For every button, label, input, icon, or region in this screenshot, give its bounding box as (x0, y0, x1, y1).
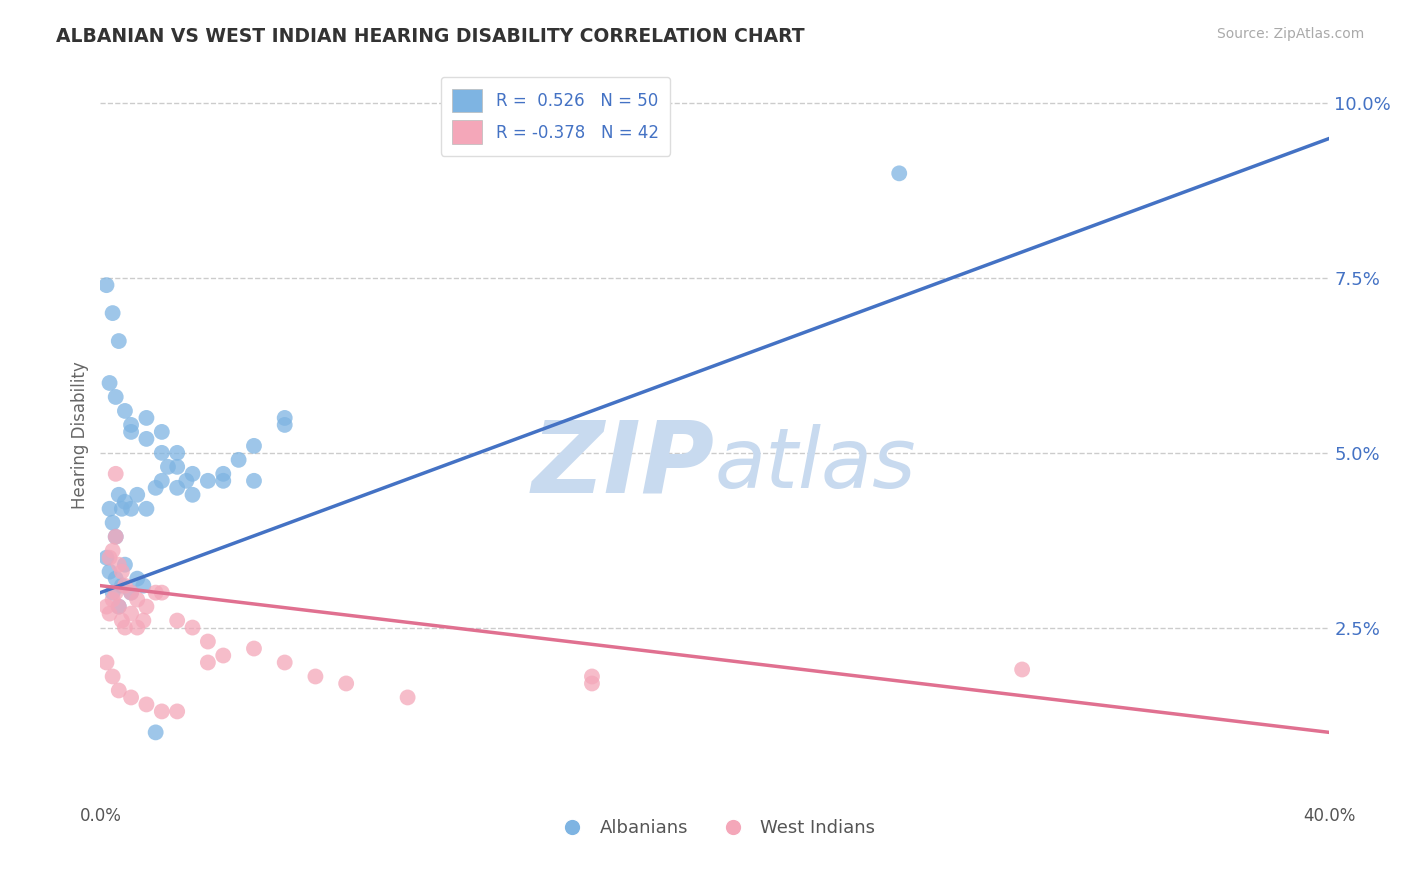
Point (273, 411, 295, 425)
Point (145, 481, 167, 495)
Point (98, 607, 121, 621)
Point (104, 585, 127, 599)
Point (107, 334, 129, 348)
Point (104, 572, 127, 586)
Point (145, 725, 167, 739)
Point (212, 474, 235, 488)
Point (273, 656, 295, 670)
Point (96, 278, 118, 293)
Point (98, 550, 121, 565)
Point (104, 390, 127, 404)
Point (197, 656, 219, 670)
Point (127, 621, 149, 635)
Point (104, 530, 127, 544)
Text: ALBANIAN VS WEST INDIAN HEARING DISABILITY CORRELATION CHART: ALBANIAN VS WEST INDIAN HEARING DISABILI… (56, 27, 804, 45)
Point (107, 488, 129, 502)
Point (101, 543, 124, 558)
Point (107, 558, 129, 572)
Point (135, 599, 157, 614)
Point (150, 425, 173, 439)
Point (135, 698, 157, 712)
Point (101, 516, 124, 530)
Point (111, 565, 134, 579)
Point (107, 599, 129, 614)
Point (120, 585, 142, 599)
Point (176, 474, 198, 488)
Point (101, 592, 124, 607)
Point (150, 705, 173, 719)
Point (150, 585, 173, 599)
Point (335, 676, 357, 690)
Point (101, 669, 124, 683)
Point (114, 579, 136, 593)
Point (243, 474, 266, 488)
Point (396, 690, 419, 705)
Point (181, 621, 204, 635)
Point (135, 432, 157, 446)
Point (98, 565, 121, 579)
Point (120, 607, 142, 621)
Point (166, 446, 188, 460)
Text: Source: ZipAtlas.com: Source: ZipAtlas.com (1216, 27, 1364, 41)
Point (98, 501, 121, 516)
Point (114, 621, 136, 635)
Point (104, 530, 127, 544)
Point (166, 705, 188, 719)
Point (581, 676, 603, 690)
Point (304, 669, 326, 683)
Point (96, 599, 118, 614)
Point (243, 641, 266, 656)
Point (114, 558, 136, 572)
Point (107, 683, 129, 698)
Point (104, 467, 127, 481)
Point (114, 495, 136, 509)
Point (166, 614, 188, 628)
Point (101, 306, 124, 320)
Point (127, 592, 149, 607)
Point (145, 585, 167, 599)
Y-axis label: Hearing Disability: Hearing Disability (72, 361, 89, 509)
Point (111, 501, 134, 516)
Point (101, 585, 124, 599)
Point (156, 459, 179, 474)
Point (127, 488, 149, 502)
Point (107, 599, 129, 614)
Text: ZIP: ZIP (531, 417, 714, 513)
Point (120, 425, 142, 439)
Point (127, 572, 149, 586)
Point (96, 656, 118, 670)
Point (166, 481, 188, 495)
Point (150, 474, 173, 488)
Point (135, 411, 157, 425)
Point (581, 669, 603, 683)
Point (228, 453, 250, 467)
Point (273, 417, 295, 432)
Point (120, 501, 142, 516)
Point (132, 614, 155, 628)
Point (150, 446, 173, 460)
Point (96, 550, 118, 565)
Point (135, 501, 157, 516)
Point (114, 404, 136, 418)
Point (243, 439, 266, 453)
Point (181, 467, 204, 481)
Point (212, 648, 235, 663)
Point (197, 474, 219, 488)
Point (98, 376, 121, 390)
Point (132, 579, 155, 593)
Text: atlas: atlas (714, 425, 917, 505)
Legend: Albanians, West Indians: Albanians, West Indians (547, 812, 883, 845)
Point (111, 579, 134, 593)
Point (1011, 663, 1033, 677)
Point (111, 614, 134, 628)
Point (889, 166, 911, 180)
Point (212, 467, 235, 481)
Point (166, 459, 188, 474)
Point (197, 634, 219, 648)
Point (181, 488, 204, 502)
Point (120, 417, 142, 432)
Point (120, 585, 142, 599)
Point (120, 690, 142, 705)
